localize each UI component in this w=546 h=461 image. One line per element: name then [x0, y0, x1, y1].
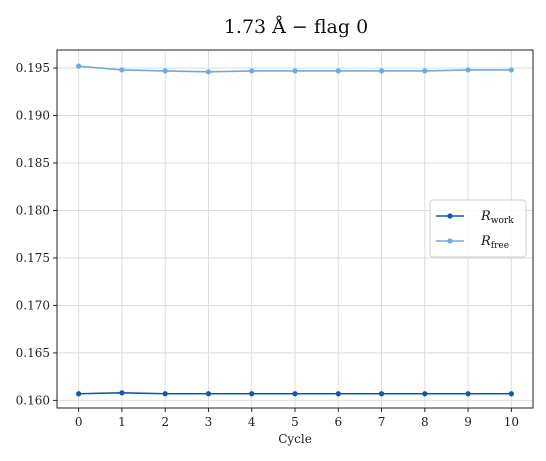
data-point-work	[292, 391, 298, 397]
data-point-work	[205, 391, 212, 397]
data-point-work	[422, 391, 428, 397]
data-point-free	[119, 67, 125, 73]
grid	[57, 50, 533, 408]
y-tick-label: 0.180	[16, 203, 50, 217]
data-point-work	[465, 391, 471, 397]
data-point-work	[76, 391, 82, 397]
data-point-free	[249, 68, 255, 74]
y-tick-label: 0.165	[16, 346, 50, 360]
data-point-work	[508, 391, 514, 397]
data-point-free	[422, 68, 428, 74]
x-tick-label: 9	[464, 415, 472, 429]
ticks: 0 1 2 3 4 5 6 7 8 9 10 0.160 0.165 0.170 0.175 0.180 0.1…	[16, 61, 519, 429]
data-point-work	[119, 390, 125, 396]
legend-marker	[447, 213, 453, 219]
data-point-work	[249, 391, 255, 397]
y-tick-label: 0.160	[16, 393, 50, 407]
series-free	[76, 63, 514, 75]
x-tick-label: 0	[75, 415, 83, 429]
x-tick-label: 6	[334, 415, 342, 429]
legend-marker	[447, 238, 453, 244]
legend-box	[429, 199, 527, 258]
data-point-free	[465, 67, 471, 73]
y-tick-label: 0.195	[16, 61, 50, 75]
data-point-free	[205, 69, 212, 75]
y-tick-label: 0.185	[16, 156, 50, 170]
x-tick-label: 1	[118, 415, 126, 429]
data-point-free	[162, 68, 168, 74]
legend-subscript: free	[491, 241, 509, 251]
data-point-free	[378, 68, 385, 74]
data-point-free	[292, 68, 298, 74]
series-group	[76, 63, 514, 397]
x-tick-label: 2	[161, 415, 169, 429]
x-tick-label: 4	[248, 415, 256, 429]
chart-title: 1.73 Å − flag 0	[224, 16, 368, 38]
x-tick-label: 5	[291, 415, 299, 429]
x-axis-label: Cycle	[278, 432, 312, 446]
legend-subscript: work	[491, 216, 514, 226]
y-tick-label: 0.170	[16, 298, 50, 312]
series-work	[76, 390, 514, 397]
data-point-free	[335, 68, 341, 74]
data-point-free	[508, 67, 514, 73]
x-tick-label: 8	[421, 415, 429, 429]
x-tick-label: 3	[205, 415, 213, 429]
y-tick-label: 0.190	[16, 109, 50, 123]
data-point-work	[162, 391, 168, 397]
x-tick-label: 10	[504, 415, 519, 429]
data-point-free	[76, 63, 82, 69]
y-tick-label: 0.175	[16, 251, 50, 265]
data-point-work	[378, 391, 385, 397]
data-point-work	[335, 391, 341, 397]
x-tick-label: 7	[378, 415, 386, 429]
